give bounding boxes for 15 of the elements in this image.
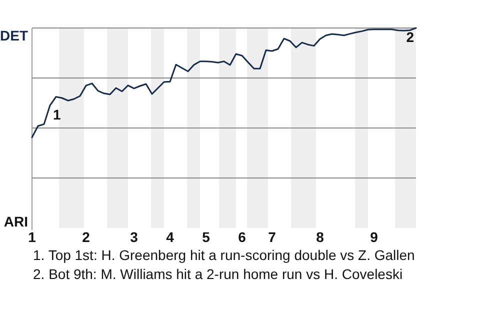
annotation: 2	[406, 29, 414, 45]
x-tick-label: 8	[316, 229, 324, 245]
x-tick-label: 5	[202, 229, 210, 245]
x-tick-label: 4	[166, 229, 174, 245]
x-tick-label: 7	[268, 229, 276, 245]
x-tick-label: 3	[130, 229, 138, 245]
text: DET	[0, 28, 28, 44]
x-tick-label: 6	[238, 229, 246, 245]
text: 1. Top 1st: H. Greenberg hit a run-scoring double vs Z. Gallen	[33, 247, 415, 263]
text: 2. Bot 9th: M. Williams hit a 2-run home run vs H. Coveleski	[33, 266, 403, 282]
x-tick-label: 9	[370, 229, 378, 245]
text: ARI	[4, 214, 28, 230]
annotation: 1	[53, 106, 61, 122]
x-tick-label: 2	[82, 229, 90, 245]
x-tick-label: 1	[28, 229, 36, 245]
